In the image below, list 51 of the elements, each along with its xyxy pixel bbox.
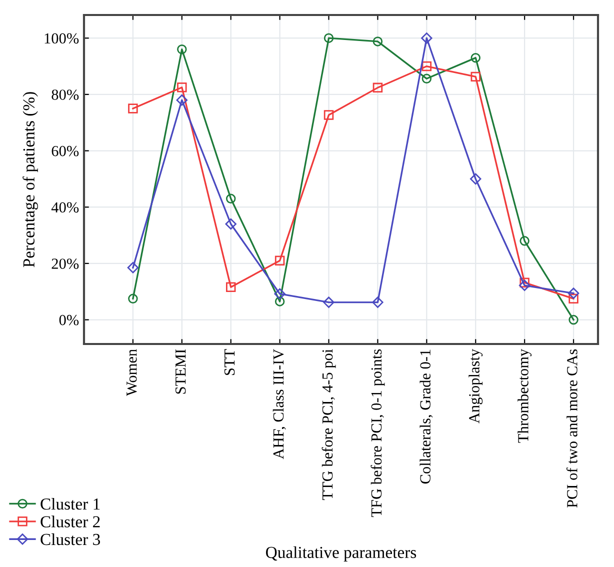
point [470,173,482,185]
point [127,262,139,274]
x-tick-label: Thrombectomy [518,348,532,443]
point [372,82,383,93]
x-tick-label: TTG before PCI, 4-5 poi [322,349,336,500]
point [176,94,188,106]
point [177,82,187,92]
legend-label: Cluster 3 [40,533,100,546]
point [520,278,530,288]
x-tick-label: STT [224,349,235,375]
point [274,288,286,300]
point [225,218,236,230]
point [274,256,285,266]
x-tick-label: TFG before PCI, 0-1 points [370,349,385,518]
point [470,72,480,82]
point [518,280,530,292]
point [422,74,432,84]
point [226,194,236,204]
x-tick-label: STEMI [175,349,186,394]
point [520,236,530,246]
point [372,296,384,308]
point [422,61,432,72]
y-tick-label: 100% [44,33,79,44]
x-tick-label: Angioplasty [468,348,483,424]
point [128,294,138,304]
y-tick-label: 40% [51,202,79,213]
point [372,36,383,46]
y-tick-label: 20% [52,258,79,269]
y-tick-label: 60% [52,146,79,156]
point [177,44,187,54]
x-tick-label: Collaterals, Grade 0-1 [420,350,433,484]
x-tick-label: PCI of two and more CAs [566,349,578,508]
y-tick-label: 80% [52,90,79,100]
y-axis-title: Percentage of patients (%) [22,92,38,268]
point [324,33,334,43]
point [568,294,578,304]
point [274,296,285,306]
x-axis-title: Qualitative parameters [266,546,416,562]
legend-label: Cluster 2 [40,516,100,528]
x-tick-label: Women [126,349,137,396]
point [128,104,138,114]
x-tick-label: AHF, Class III-IV [272,349,286,460]
point [324,110,334,120]
point [568,314,578,325]
legend-label: Cluster 1 [40,498,100,510]
y-tick-label: 0% [59,314,79,326]
point [323,296,334,308]
point [421,32,432,44]
point [470,52,480,63]
point [226,282,236,292]
point [568,288,580,299]
